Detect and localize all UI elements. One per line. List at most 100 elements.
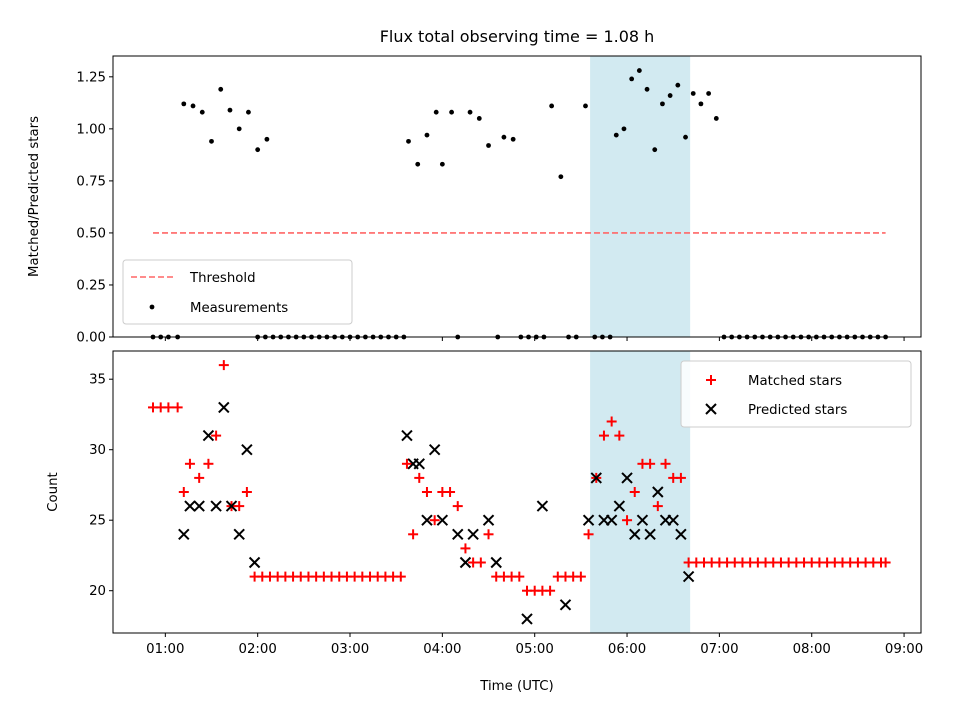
measurement-point: [713, 116, 719, 121]
matched-stars-point: [184, 458, 195, 469]
measurement-point: [510, 136, 516, 142]
measurement-point: [415, 161, 421, 167]
measurement-point: [675, 82, 681, 88]
measurement-point: [227, 107, 233, 113]
measurement-point: [476, 116, 482, 121]
x-tick-label: 07:00: [700, 642, 738, 657]
predicted-stars-point: [705, 403, 717, 415]
x-tick-label: 01:00: [146, 642, 184, 657]
predicted-stars-point: [536, 500, 549, 512]
y-tick-label: 0.50: [76, 226, 106, 241]
matched-stars-point: [203, 458, 214, 469]
measurement-point: [246, 109, 251, 115]
predicted-stars-point: [248, 556, 261, 569]
legend-predicted-label: Predicted stars: [748, 403, 847, 418]
predicted-stars-point: [202, 429, 215, 442]
legend-box: [680, 360, 912, 428]
top-y-ticks: 0.00 0.25 0.50 0.75 1.00 1.25: [76, 70, 113, 346]
matched-stars-point: [514, 571, 525, 582]
measurement-point: [660, 101, 665, 107]
matched-stars-point: [614, 430, 625, 441]
matched-stars-point: [629, 487, 640, 497]
predicted-stars-point: [233, 528, 245, 541]
y-tick-label: 0.00: [76, 331, 106, 346]
bottom-x-ticks: 01:00 02:00 03:00 04:00 05:00 06:00 07:00 08:00…: [146, 633, 923, 657]
top-axes-frame: [112, 55, 922, 338]
matched-stars-point: [414, 472, 425, 483]
matched-stars-point: [241, 487, 252, 497]
measurement-point: [698, 101, 704, 107]
matched-stars-point: [429, 515, 440, 526]
matched-stars-point: [178, 487, 189, 497]
top-y-axis-label: Matched/Predicted stars: [27, 116, 42, 277]
measurement-point: [501, 134, 507, 140]
measurement-point: [236, 126, 242, 132]
measurement-point: [636, 68, 642, 73]
x-tick-label: 06:00: [608, 642, 646, 657]
measurement-point: [218, 86, 224, 92]
predicted-stars-point: [629, 528, 641, 541]
x-tick-label: 03:00: [331, 642, 369, 657]
bottom-axes-frame: [112, 350, 922, 634]
matched-stars-point: [395, 571, 406, 582]
matched-stars-point: [575, 571, 586, 582]
predicted-stars-point: [559, 599, 572, 611]
predicted-stars-point: [184, 500, 196, 512]
matched-stars-point: [675, 472, 686, 483]
top-x-ticks: [164, 337, 905, 341]
predicted-stars-point: [675, 528, 687, 541]
matched-stars-point: [172, 402, 183, 413]
predicted-stars-point: [682, 570, 695, 583]
y-tick-label: 25: [89, 514, 106, 529]
y-tick-label: 1.25: [76, 70, 106, 85]
matched-stars-point: [475, 557, 486, 568]
predicted-stars-point: [193, 500, 205, 512]
bottom-plot-marks: [148, 360, 891, 625]
measurement-point: [209, 138, 214, 144]
predicted-stars-point: [636, 514, 649, 526]
legend-measurements-swatch: [149, 304, 155, 310]
matched-stars-point: [445, 487, 456, 497]
matched-stars-point: [401, 458, 412, 469]
measurement-point: [181, 101, 187, 107]
legend-threshold-label: Threshold: [189, 271, 256, 286]
measurement-point: [486, 143, 491, 148]
matched-stars-point: [452, 501, 463, 512]
predicted-stars-point: [241, 443, 253, 456]
predicted-stars-point: [582, 514, 595, 526]
matched-stars-point: [652, 501, 663, 512]
matched-stars-point: [421, 487, 432, 497]
y-tick-label: 1.00: [76, 122, 106, 137]
matched-stars-point: [880, 557, 891, 568]
measurement-point: [199, 109, 205, 115]
matched-stars-point: [194, 472, 205, 483]
matched-stars-point: [218, 360, 229, 371]
measurement-point: [406, 138, 411, 144]
matched-stars-point: [234, 501, 245, 512]
bottom-legend: Matched stars Predicted stars: [680, 360, 912, 428]
measurement-point: [433, 109, 439, 115]
matched-stars-point: [622, 515, 633, 526]
predicted-stars-point: [590, 472, 602, 484]
measurement-point: [644, 86, 650, 92]
predicted-stars-point: [210, 500, 222, 512]
matched-stars-point: [460, 543, 471, 554]
matched-stars-point: [706, 375, 716, 385]
x-tick-label: 04:00: [423, 642, 461, 657]
matched-stars-point: [645, 458, 656, 469]
predicted-stars-point: [482, 514, 495, 526]
y-tick-label: 0.25: [76, 278, 106, 293]
x-tick-label: 08:00: [793, 642, 831, 657]
bottom-y-ticks: 20 25 30 35: [89, 373, 113, 599]
measurement-point: [424, 132, 430, 138]
measurement-point: [690, 91, 696, 96]
matched-stars-point: [408, 529, 419, 540]
y-tick-label: 0.75: [76, 174, 106, 189]
predicted-stars-point: [644, 528, 656, 541]
chart-title: Flux total observing time = 1.08 h: [380, 27, 655, 46]
matched-stars-point: [545, 585, 556, 596]
predicted-stars-point: [621, 472, 633, 484]
measurement-point: [558, 174, 564, 180]
y-tick-label: 30: [89, 443, 106, 458]
